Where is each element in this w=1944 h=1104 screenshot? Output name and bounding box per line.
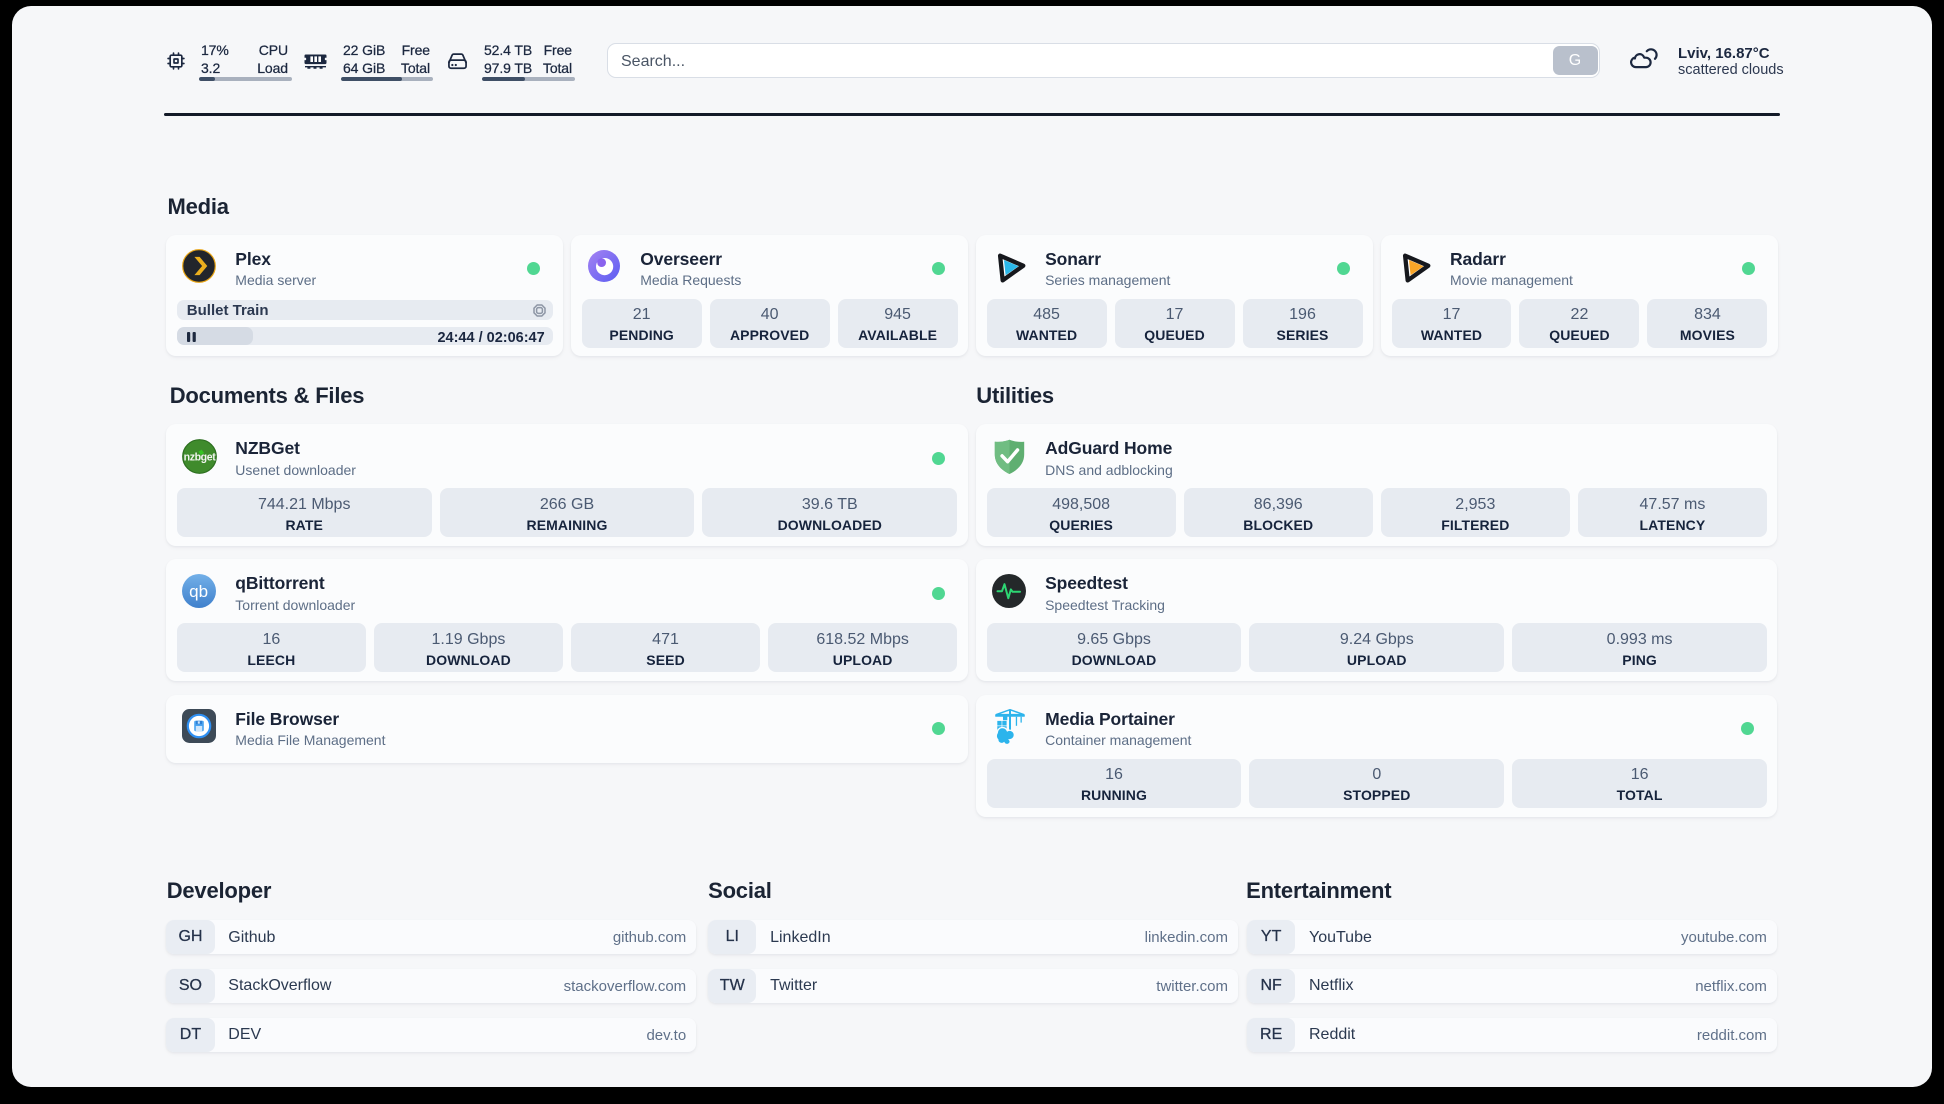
svg-text:qb: qb xyxy=(189,581,208,600)
svg-text:nzbget: nzbget xyxy=(184,451,217,463)
